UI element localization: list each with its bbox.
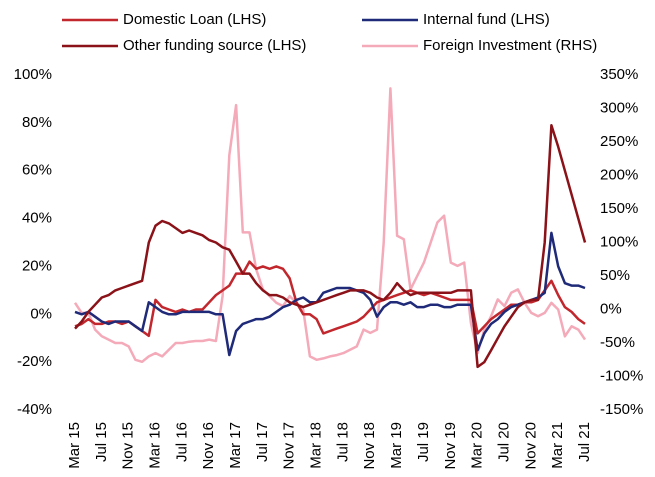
- x-tick-label: Jul 21: [576, 422, 593, 462]
- x-tick-label: Jul 16: [173, 422, 190, 462]
- x-tick-label: Mar 19: [388, 422, 405, 469]
- y2-tick-label: -50%: [600, 334, 635, 351]
- x-tick-label: Nov 18: [361, 422, 378, 470]
- line-series: [74, 124, 587, 369]
- x-tick-label: Nov 16: [200, 422, 217, 470]
- x-tick-label: Mar 21: [549, 422, 566, 469]
- y2-tick-label: 100%: [600, 233, 638, 250]
- y-tick-label: 100%: [14, 66, 52, 83]
- y-tick-label: 80%: [22, 114, 52, 131]
- y2-tick-label: 200%: [600, 166, 638, 183]
- y-tick-label: 0%: [30, 305, 52, 322]
- y2-tick-label: -100%: [600, 367, 643, 384]
- x-tick-label: Mar 15: [66, 422, 83, 469]
- line-series: [74, 231, 586, 357]
- x-tick-label: Jul 20: [495, 422, 512, 462]
- y2-tick-label: -150%: [600, 401, 643, 418]
- y2-tick-label: 0%: [600, 300, 622, 317]
- x-tick-label: Nov 15: [120, 422, 137, 470]
- x-tick-label: Jul 19: [415, 422, 432, 462]
- y-tick-label: -40%: [17, 401, 52, 418]
- y2-tick-label: 50%: [600, 267, 630, 284]
- y2-tick-label: 300%: [600, 99, 638, 116]
- x-tick-label: Jul 18: [334, 422, 351, 462]
- y-tick-label: 20%: [22, 257, 52, 274]
- x-tick-label: Mar 16: [146, 422, 163, 469]
- y2-tick-label: 350%: [600, 66, 638, 83]
- y-tick-label: 60%: [22, 162, 52, 179]
- legend-label: Domestic Loan (LHS): [123, 11, 266, 28]
- x-tick-label: Nov 20: [522, 422, 539, 470]
- x-tick-label: Jul 15: [93, 422, 110, 462]
- legend-label: Other funding source (LHS): [123, 37, 306, 54]
- x-tick-label: Nov 19: [442, 422, 459, 470]
- line-series: [74, 260, 586, 338]
- x-tick-label: Mar 20: [469, 422, 486, 469]
- x-tick-label: Jul 17: [254, 422, 271, 462]
- x-tick-label: Mar 17: [227, 422, 244, 469]
- y-tick-label: -20%: [17, 353, 52, 370]
- x-tick-label: Mar 18: [308, 422, 325, 469]
- y2-tick-label: 250%: [600, 133, 638, 150]
- legend-label: Foreign Investment (RHS): [423, 37, 597, 54]
- legend-label: Internal fund (LHS): [423, 11, 550, 28]
- y2-tick-label: 150%: [600, 200, 638, 217]
- x-tick-label: Nov 17: [281, 422, 298, 470]
- line-series: [73, 87, 587, 364]
- y-tick-label: 40%: [22, 210, 52, 227]
